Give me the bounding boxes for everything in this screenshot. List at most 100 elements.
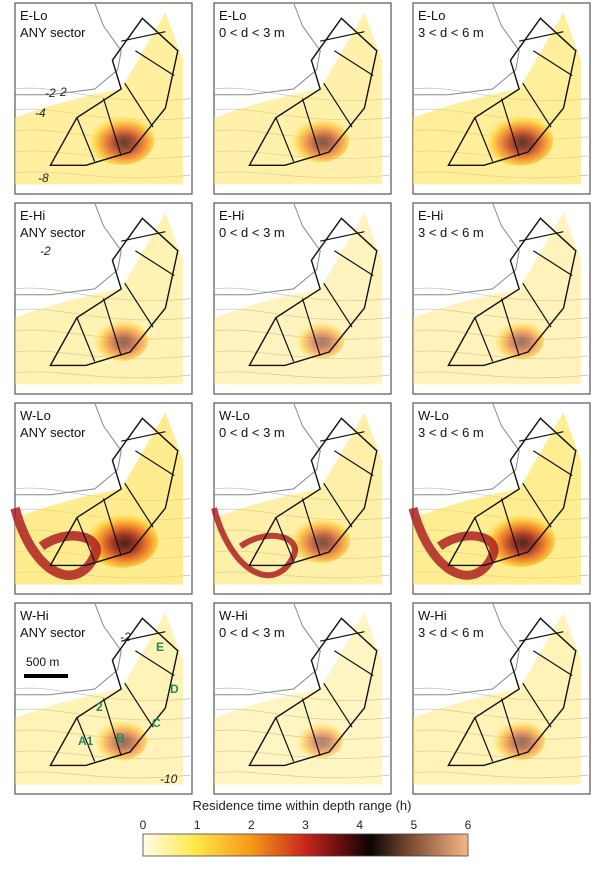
bathymetry-contour <box>213 308 392 321</box>
panel-depth-label: 0 < d < 3 m <box>219 25 285 40</box>
bathymetry-contour <box>213 371 392 379</box>
panel-scenario-label: W-Hi <box>20 608 49 623</box>
panel-grid: E-Lo ANY sector E-Lo 0 < d < 3 m E-Lo 3 < d <… <box>10 2 591 795</box>
sector-divider <box>522 482 552 528</box>
panel-depth-label: 3 < d < 6 m <box>418 625 484 640</box>
depth-contour-label: -10 <box>160 772 178 786</box>
panel-scenario-label: W-Hi <box>418 608 447 623</box>
sector-divider <box>500 298 520 356</box>
colorbar-tick: 3 <box>302 818 309 832</box>
colorbar-tick: 0 <box>140 818 147 832</box>
bathymetry-contour <box>14 371 193 379</box>
sector-divider <box>76 317 96 362</box>
bathymetry-contour <box>412 687 591 702</box>
map-panel: W-Hi 3 < d < 6 m <box>412 602 591 795</box>
sector-divider <box>323 682 353 728</box>
bathymetry-contour <box>14 308 193 321</box>
sector-divider <box>301 98 321 156</box>
bathymetry-contour <box>213 350 392 359</box>
sector-divider <box>121 431 166 442</box>
residence-hotspot <box>291 118 350 163</box>
sector-divider <box>102 98 122 156</box>
sector-divider <box>124 82 154 128</box>
panel-scenario-label: E-Lo <box>20 8 47 23</box>
sector-outline <box>447 217 577 367</box>
sector-divider <box>500 698 520 756</box>
sector-divider <box>102 298 122 356</box>
coastline <box>214 402 321 496</box>
coastline <box>15 202 122 296</box>
panel-scenario-label: W-Lo <box>418 408 449 423</box>
bathymetry-contour <box>213 287 392 302</box>
map-panel: W-Lo 3 < d < 6 m <box>408 402 591 595</box>
sector-divider <box>323 282 353 328</box>
panel-scenario-label: E-Hi <box>219 208 244 223</box>
sector-divider <box>519 231 564 242</box>
sector-divider <box>519 31 564 42</box>
depth-contour-label: -4 <box>35 106 46 120</box>
bathymetry-contour <box>412 371 591 379</box>
scale-bar-label: 500 m <box>26 655 59 669</box>
depth-contour-label: 2 <box>59 85 67 99</box>
sector-divider <box>323 82 353 128</box>
sector-divider <box>500 98 520 156</box>
colorbar-tick: 6 <box>465 818 472 832</box>
sector-divider <box>474 117 494 162</box>
residence-hotspot <box>88 116 155 166</box>
bathymetry-contour <box>213 708 392 721</box>
depth-contour-label: -2 <box>40 244 51 258</box>
bathymetry-contour <box>14 687 193 702</box>
sector-divider <box>76 717 96 762</box>
sector-label: C <box>152 716 161 730</box>
map-panel: W-Lo 0 < d < 3 m <box>211 402 392 595</box>
residence-hotspot <box>297 723 344 759</box>
sector-divider <box>121 231 166 242</box>
sector-outline <box>248 17 378 166</box>
sector-divider <box>474 517 494 562</box>
bathymetry-contour <box>412 729 591 740</box>
sector-divider <box>76 517 96 562</box>
residence-hotspot <box>485 115 554 166</box>
sector-divider <box>121 631 166 642</box>
panel-scenario-label: E-Lo <box>418 8 445 23</box>
colorbar-tick: 4 <box>356 818 363 832</box>
map-panel: W-Lo ANY sector <box>10 402 193 595</box>
sector-divider <box>301 698 321 756</box>
bathymetry-contour <box>14 750 193 759</box>
colorbar: Residence time within depth range (h) 0 1… <box>140 798 472 857</box>
panel-scenario-label: W-Hi <box>219 608 248 623</box>
bathymetry-contour <box>213 687 392 702</box>
coastline <box>214 2 321 96</box>
sector-divider <box>301 298 321 356</box>
bathymetry-contour <box>14 350 193 359</box>
coastline <box>214 602 321 696</box>
sector-divider <box>522 282 552 328</box>
sector-divider <box>275 717 295 762</box>
sector-divider <box>102 498 122 556</box>
bathymetry-contour <box>412 287 591 302</box>
coastline <box>15 402 122 496</box>
sector-label: B <box>116 731 125 745</box>
sector-divider <box>533 50 573 77</box>
sector-divider <box>320 231 365 242</box>
sector-divider <box>275 317 295 362</box>
bathymetry-contour <box>14 287 193 302</box>
sector-divider <box>102 698 122 756</box>
residence-plume <box>408 506 499 580</box>
map-panel: W-Hi 0 < d < 3 m <box>213 602 392 795</box>
sector-divider <box>135 450 175 477</box>
sector-divider <box>334 250 374 277</box>
sector-divider <box>76 117 96 162</box>
sector-outline <box>49 617 179 767</box>
residence-hotspot <box>84 513 159 568</box>
sector-divider <box>519 431 564 442</box>
map-panel: E-Hi 3 < d < 6 m <box>412 202 591 395</box>
panel-scenario-label: E-Hi <box>20 208 45 223</box>
residence-hotspot <box>290 518 351 563</box>
map-panel: E-Lo 0 < d < 3 m <box>213 2 392 195</box>
coastline <box>15 2 122 96</box>
panel-scenario-label: W-Lo <box>20 408 51 423</box>
sector-outline <box>49 417 179 567</box>
residence-plume <box>211 507 298 579</box>
sector-divider <box>320 431 365 442</box>
